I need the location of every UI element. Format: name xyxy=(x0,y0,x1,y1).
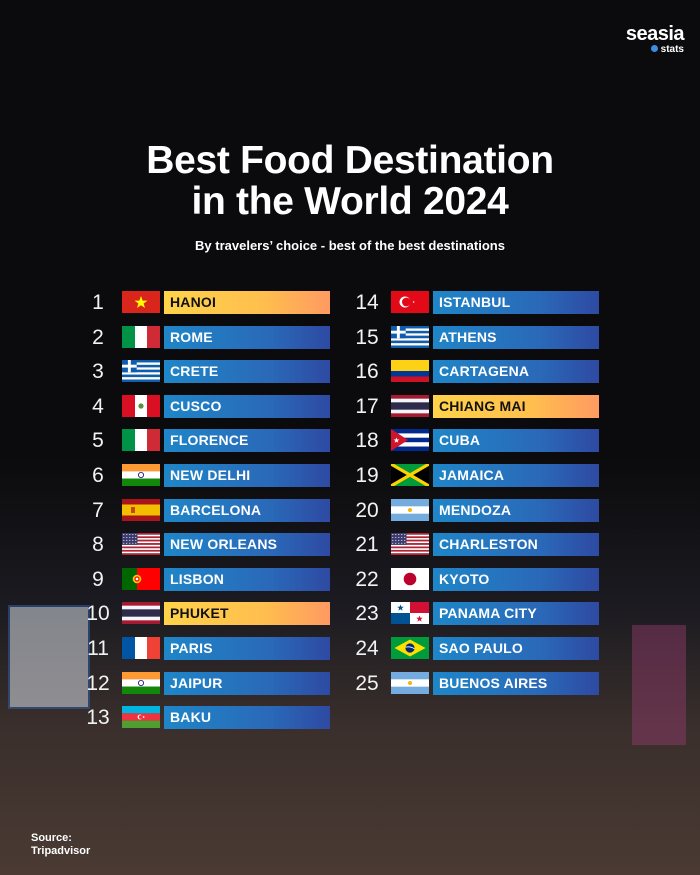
rank-number: 4 xyxy=(92,394,104,418)
jamaica-flag-icon xyxy=(391,463,429,486)
rank-number: 18 xyxy=(355,429,379,453)
argentina-flag-icon xyxy=(391,498,429,521)
destination-name: CARTAGENA xyxy=(433,360,599,384)
cuba-flag-icon xyxy=(391,429,429,452)
rank-number: 21 xyxy=(355,533,379,557)
rank-number: 10 xyxy=(86,602,110,626)
destination-name: PARIS xyxy=(164,636,330,660)
rank-number: 15 xyxy=(355,325,379,349)
rank-number: 6 xyxy=(92,463,104,487)
rank-number: 20 xyxy=(355,498,379,522)
greece-flag-icon xyxy=(122,360,160,383)
page-title: Best Food Destination in the World 2024 xyxy=(0,140,700,222)
rank-number: 25 xyxy=(355,671,379,695)
italy-flag-icon xyxy=(122,429,160,452)
source-name: Tripadvisor xyxy=(31,845,91,857)
destination-name: ROME xyxy=(164,325,330,349)
usa-flag-icon xyxy=(391,533,429,556)
source-label: Source: xyxy=(31,832,72,844)
destination-name: LISBON xyxy=(164,567,330,591)
rank-number: 11 xyxy=(87,636,109,660)
rank-number: 22 xyxy=(355,567,379,591)
rank-number: 24 xyxy=(355,636,379,660)
destination-name: SAO PAULO xyxy=(433,636,599,660)
brand-name: seasia xyxy=(625,23,685,45)
destination-name: CRETE xyxy=(164,360,330,384)
title-line-2: in the World 2024 xyxy=(191,180,509,223)
destination-name: MENDOZA xyxy=(433,498,599,522)
rank-number: 14 xyxy=(355,291,379,314)
rank-number: 5 xyxy=(92,429,104,453)
rank-number: 13 xyxy=(86,706,110,730)
peru-flag-icon xyxy=(122,394,160,417)
brand-logo: seasia stats xyxy=(625,23,685,56)
background-photo xyxy=(0,455,700,875)
argentina-flag-icon xyxy=(391,671,429,694)
portugal-flag-icon xyxy=(122,567,160,590)
destination-name: PHUKET xyxy=(164,602,330,626)
destination-name: BAKU xyxy=(164,706,330,730)
source-credit: Source: Tripadvisor xyxy=(31,832,90,858)
subtitle: By travelers’ choice - best of the best … xyxy=(195,238,505,253)
spain-flag-icon xyxy=(122,498,160,521)
rank-number: 16 xyxy=(355,360,379,384)
brazil-flag-icon xyxy=(391,636,429,659)
rank-number: 12 xyxy=(86,671,110,695)
rank-number: 19 xyxy=(355,463,379,487)
destination-name: NEW ORLEANS xyxy=(164,533,330,557)
rank-number: 23 xyxy=(355,602,379,626)
brand-dot-icon xyxy=(650,45,658,52)
colombia-flag-icon xyxy=(391,360,429,383)
greece-flag-icon xyxy=(391,325,429,348)
turkey-flag-icon xyxy=(391,291,429,313)
rank-number: 7 xyxy=(92,498,104,522)
destination-name: HANOI xyxy=(164,291,330,314)
brand-sub: stats xyxy=(660,44,684,55)
rank-number: 1 xyxy=(92,291,104,314)
destination-name: ISTANBUL xyxy=(433,291,599,314)
thailand-flag-icon xyxy=(391,394,429,417)
destination-name: CUBA xyxy=(433,429,599,453)
thailand-flag-icon xyxy=(122,602,160,625)
destination-name: ATHENS xyxy=(433,325,599,349)
azerbaijan-flag-icon xyxy=(122,706,160,729)
destination-name: JAIPUR xyxy=(164,671,330,695)
rank-number: 2 xyxy=(92,325,104,349)
destination-name: CHARLESTON xyxy=(433,533,599,557)
title-line-1: Best Food Destination xyxy=(146,139,554,182)
destination-name: CHIANG MAI xyxy=(433,394,599,418)
france-flag-icon xyxy=(122,636,160,659)
destination-name: BARCELONA xyxy=(164,498,330,522)
india-flag-icon xyxy=(122,463,160,486)
india-flag-icon xyxy=(122,671,160,694)
italy-flag-icon xyxy=(122,325,160,348)
vietnam-flag-icon xyxy=(122,291,160,313)
destination-name: BUENOS AIRES xyxy=(433,671,599,695)
rank-number: 9 xyxy=(92,567,104,591)
destination-name: CUSCO xyxy=(164,394,330,418)
destination-name: NEW DELHI xyxy=(164,463,330,487)
panama-flag-icon xyxy=(391,602,429,625)
destination-name: PANAMA CITY xyxy=(433,602,599,626)
rank-number: 3 xyxy=(92,360,104,384)
destination-name: FLORENCE xyxy=(164,429,330,453)
rank-number: 17 xyxy=(355,394,379,418)
japan-flag-icon xyxy=(391,567,429,590)
rank-number: 8 xyxy=(92,533,104,557)
destination-name: KYOTO xyxy=(433,567,599,591)
usa-flag-icon xyxy=(122,533,160,556)
destination-name: JAMAICA xyxy=(433,463,599,487)
